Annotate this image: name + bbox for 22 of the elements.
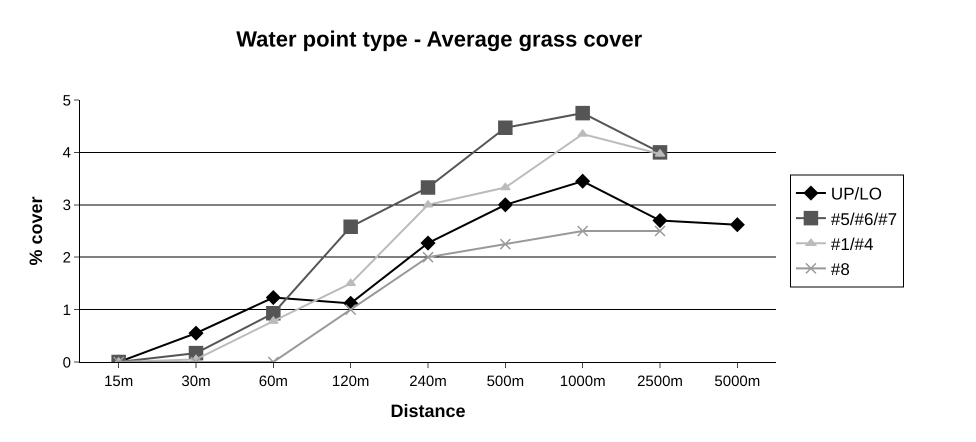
x-tick-label: 60m <box>258 373 288 390</box>
x-tick-label: 1000m <box>560 373 606 390</box>
legend-label: #1/#4 <box>830 234 874 254</box>
y-tick-label: 5 <box>62 92 71 110</box>
x-tick-label: 240m <box>409 373 447 390</box>
x-tick-label: 120m <box>332 373 370 390</box>
x-tick-label: 2500m <box>637 373 683 390</box>
legend-label: UP/LO <box>830 184 882 204</box>
y-axis-title: % cover <box>26 196 46 266</box>
x-tick-label: 500m <box>486 373 524 390</box>
x-tick-label: 30m <box>181 373 211 390</box>
y-tick-label: 0 <box>62 354 71 372</box>
y-tick-label: 1 <box>62 302 71 319</box>
x-axis-title: Distance <box>390 401 466 422</box>
x-tick-label: 15m <box>104 373 134 390</box>
legend-label: #5/#6/#7 <box>830 210 898 229</box>
x-tick-label: 5000m <box>714 373 760 390</box>
y-tick-label: 4 <box>62 144 71 162</box>
y-tick-label: 2 <box>62 249 71 266</box>
y-tick-label: 3 <box>62 197 71 214</box>
legend-label: #8 <box>830 260 850 279</box>
chart-title: Water point type - Average grass cover <box>236 26 643 52</box>
